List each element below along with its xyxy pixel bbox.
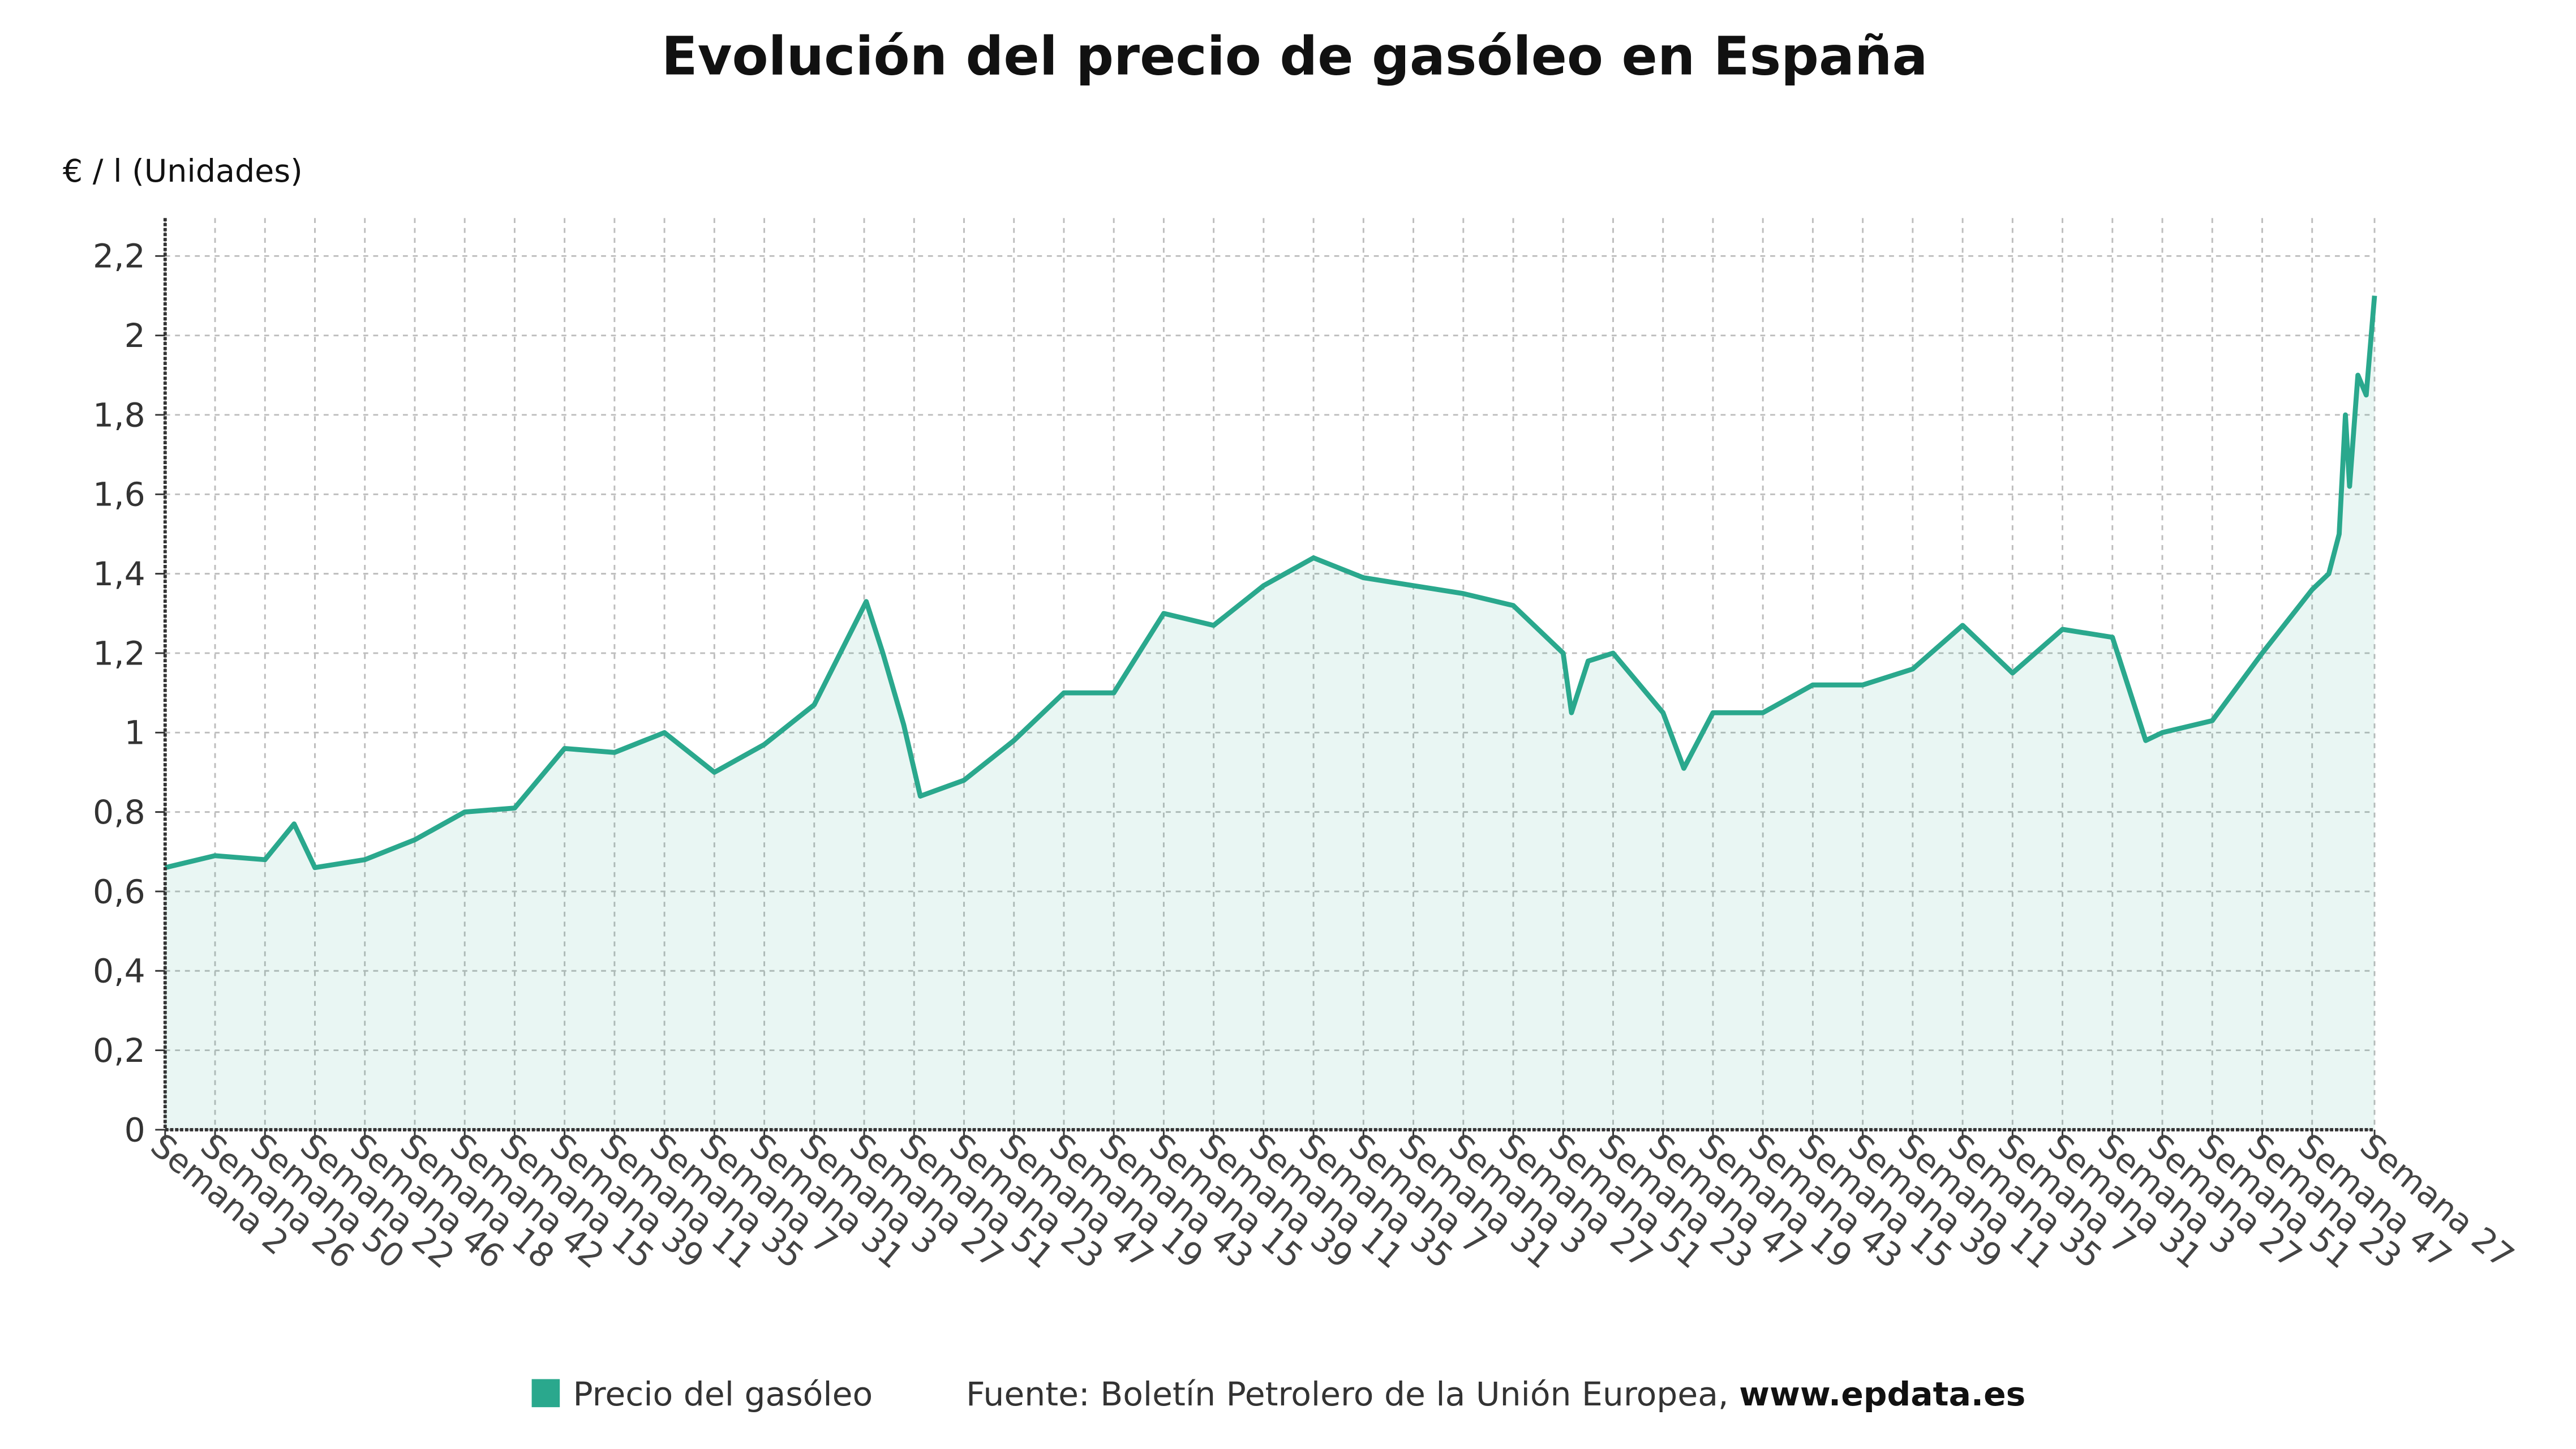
y-tick-label: 0,8 xyxy=(93,793,145,831)
area xyxy=(165,295,2375,1130)
line xyxy=(164,295,2377,871)
source-link: www.epdata.es xyxy=(1739,1375,2025,1413)
source-text: Fuente: Boletín Petrolero de la Unión Eu… xyxy=(966,1375,1729,1413)
legend: Precio del gasóleo xyxy=(531,1375,873,1413)
y-tick-label: 1,8 xyxy=(93,396,145,434)
y-tick-label: 0,2 xyxy=(93,1031,145,1070)
y-tick-label: 1 xyxy=(124,714,145,752)
y-axis-label: € / l (Unidades) xyxy=(63,153,303,190)
y-tick-label: 1,2 xyxy=(93,634,145,672)
y-tick-label: 0 xyxy=(124,1111,145,1149)
y-tick-label: 1,6 xyxy=(93,475,145,514)
y-tick-label: 2,2 xyxy=(93,237,145,276)
y-tick-label: 0,4 xyxy=(93,952,145,991)
y-tick-label: 2 xyxy=(124,316,145,355)
legend-swatch xyxy=(531,1379,560,1408)
y-tick-label: 0,6 xyxy=(93,872,145,911)
chart-title: Evolución del precio de gasóleo en Españ… xyxy=(662,25,1928,87)
grid xyxy=(164,218,2376,1131)
source: Fuente: Boletín Petrolero de la Unión Eu… xyxy=(966,1375,2025,1413)
y-tick-label: 1,4 xyxy=(93,555,145,593)
legend-label: Precio del gasóleo xyxy=(573,1375,873,1413)
